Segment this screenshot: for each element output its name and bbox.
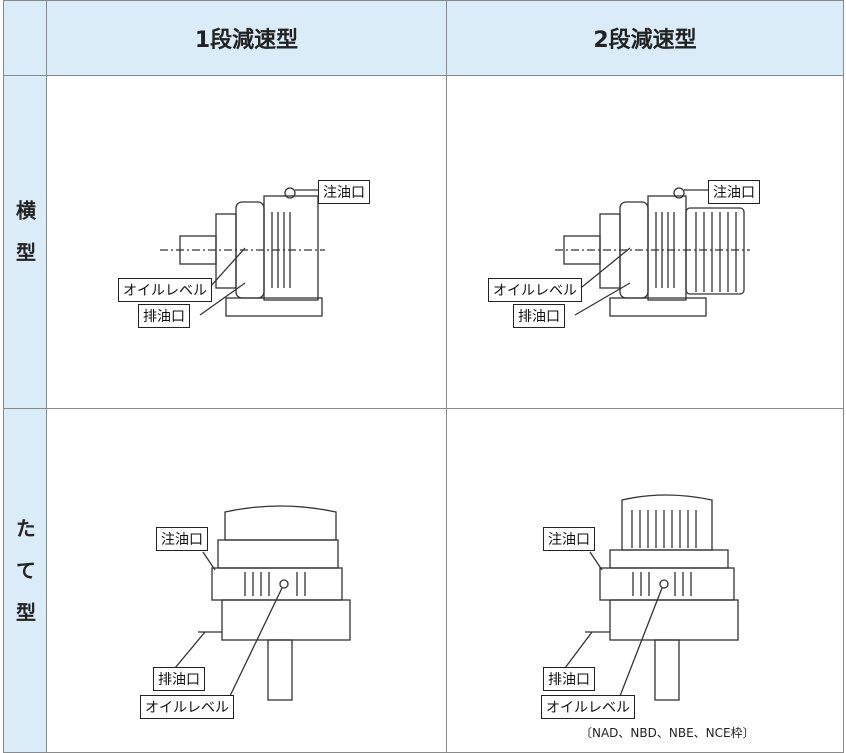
callout: 排油口: [153, 667, 205, 691]
callout: オイルレベル: [488, 278, 582, 302]
callout: 注油口: [156, 527, 208, 551]
note: 〔NAD、NBD、NBE、NCE枠〕: [580, 726, 755, 740]
header-cell: 1段減速型: [46, 0, 447, 76]
row-label-cell: たて型: [3, 408, 47, 753]
callout: 排油口: [543, 667, 595, 691]
callout: 注油口: [318, 180, 370, 204]
callout: 注油口: [708, 180, 760, 204]
callout: オイルレベル: [140, 695, 234, 719]
callout: オイルレベル: [541, 695, 635, 719]
row-label: たて型: [12, 517, 37, 644]
callout: 排油口: [138, 304, 190, 328]
header-cell: 2段減速型: [446, 0, 844, 76]
corner-cell: [3, 0, 47, 76]
callout: 排油口: [513, 304, 565, 328]
row-label: 横型: [12, 200, 37, 284]
callout: オイルレベル: [118, 278, 212, 302]
callout: 注油口: [543, 527, 595, 551]
